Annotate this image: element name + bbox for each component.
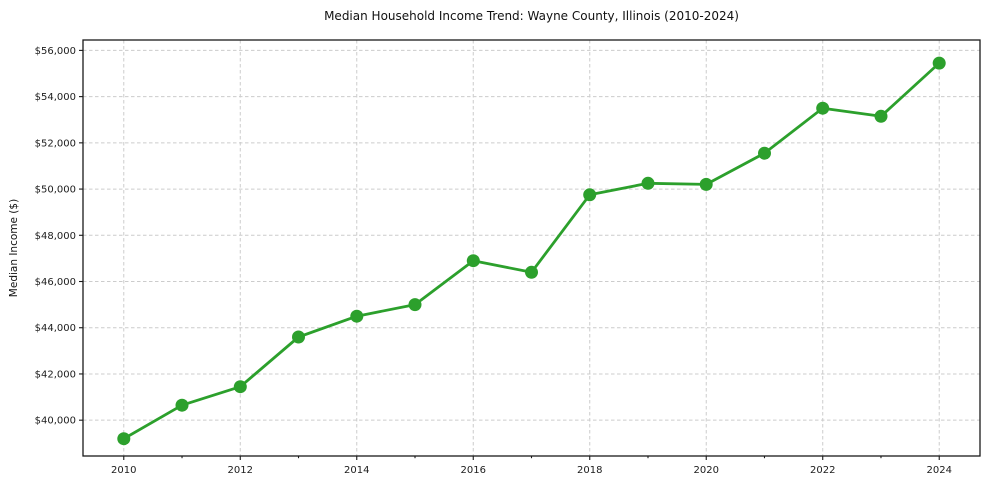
x-tick-label: 2012 (228, 465, 253, 476)
data-point (117, 432, 131, 446)
data-point (641, 176, 655, 190)
x-tick-label: 2010 (111, 465, 136, 476)
x-tick-label: 2024 (927, 465, 952, 476)
y-tick-label: $42,000 (35, 369, 76, 380)
data-point (874, 109, 888, 123)
x-tick-label: 2018 (577, 465, 602, 476)
data-point (932, 56, 946, 70)
data-point (175, 398, 189, 412)
data-point (583, 188, 597, 202)
y-tick-label: $56,000 (35, 46, 76, 57)
x-tick-label: 2020 (694, 465, 719, 476)
x-tick-label: 2016 (461, 465, 486, 476)
y-tick-label: $50,000 (35, 185, 76, 196)
data-point (292, 330, 305, 344)
data-point (758, 146, 771, 160)
y-tick-label: $46,000 (35, 277, 76, 288)
data-point (816, 101, 830, 115)
y-tick-label: $52,000 (35, 138, 76, 149)
y-tick-label: $40,000 (35, 416, 76, 427)
x-tick-label: 2014 (344, 465, 369, 476)
y-tick-label: $44,000 (35, 323, 76, 334)
data-point (350, 309, 364, 323)
y-tick-label: $48,000 (35, 231, 76, 242)
chart-title: Median Household Income Trend: Wayne Cou… (324, 9, 739, 23)
data-point (233, 380, 247, 394)
x-tick-label: 2022 (810, 465, 835, 476)
y-tick-label: $54,000 (35, 92, 76, 103)
data-point (466, 254, 480, 268)
data-point (408, 298, 422, 312)
data-point (525, 265, 538, 279)
data-line (122, 61, 941, 441)
data-point (699, 177, 713, 191)
